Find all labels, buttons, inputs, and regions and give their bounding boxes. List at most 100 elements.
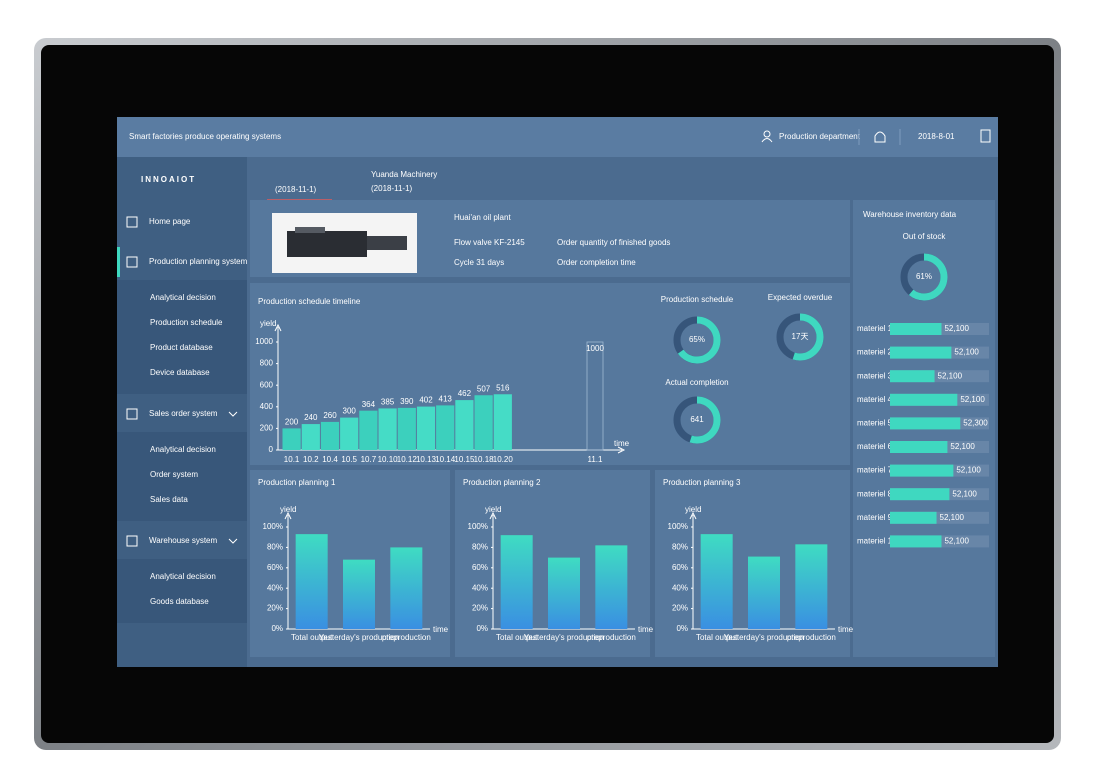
y-tick-label: 40% <box>672 583 688 592</box>
x-tick-label: 10.13 <box>416 455 437 464</box>
submenu-item[interactable]: Analytical decision <box>150 293 216 302</box>
gauge-ring <box>776 313 824 361</box>
bar <box>390 547 423 629</box>
menu-item[interactable]: Warehouse system <box>149 536 218 545</box>
data-label: 200 <box>285 418 299 427</box>
item-amount: 52,100 <box>954 348 979 357</box>
item-name: materiel 6 <box>857 442 893 451</box>
x-tick-label: Total output <box>291 633 333 642</box>
product-shape <box>295 227 325 233</box>
data-label: 300 <box>343 407 357 416</box>
axis-label: time <box>838 625 854 634</box>
y-tick-label: 60% <box>267 563 283 572</box>
bar <box>295 534 328 629</box>
bell-icon[interactable] <box>874 131 886 143</box>
bar <box>890 441 948 453</box>
logout-icon[interactable] <box>980 129 991 143</box>
gauge-value: 17天 <box>792 332 809 341</box>
axis-arrow <box>689 511 697 520</box>
item-amount: 52,100 <box>938 371 963 380</box>
y-tick-label: 100% <box>263 522 283 531</box>
axis-arrow <box>274 323 282 332</box>
gauge-value: 65% <box>689 335 705 344</box>
x-tick-label: preproduction <box>587 633 636 642</box>
bar <box>795 544 828 629</box>
submenu-item[interactable]: Device database <box>150 368 210 377</box>
logo: INNOAIOT <box>141 175 196 184</box>
submenu-item[interactable]: Goods database <box>150 597 209 606</box>
x-tick-label: preproduction <box>787 633 836 642</box>
submenu-item[interactable]: Analytical decision <box>150 572 216 581</box>
x-tick-label: Yesterday's production <box>724 633 804 642</box>
submenu-item[interactable]: Sales data <box>150 495 188 504</box>
item-amount: 52,100 <box>956 466 981 475</box>
item-name: materiel 9 <box>857 513 893 522</box>
product-shape <box>287 231 367 257</box>
bar <box>397 407 416 450</box>
axis-label: yield <box>280 505 296 514</box>
bar <box>890 417 961 430</box>
item-amount: 52,300 <box>963 419 988 428</box>
bar <box>700 534 733 629</box>
bar <box>890 488 950 501</box>
screen: Smart factories produce operating system… <box>117 117 998 667</box>
bar <box>378 408 397 450</box>
bar <box>500 535 533 629</box>
y-tick-label: 0% <box>476 624 488 633</box>
tab[interactable]: (2018-11-1) <box>371 184 413 193</box>
axis-arrow <box>284 511 292 520</box>
axis-label: yield <box>685 505 701 514</box>
item-name: materiel 1 <box>857 324 893 333</box>
gauge-value: 641 <box>690 415 704 424</box>
chart-title: Production schedule timeline <box>258 297 361 306</box>
y-tick-label: 400 <box>260 402 274 411</box>
x-tick-label: 10.10 <box>378 455 399 464</box>
y-tick-label: 100% <box>668 522 688 531</box>
y-tick-label: 1000 <box>255 337 273 346</box>
y-tick-label: 20% <box>267 604 283 613</box>
x-tick-label: 10.5 <box>341 455 357 464</box>
menu-item[interactable]: Production planning system <box>149 257 248 266</box>
data-label: 462 <box>458 389 472 398</box>
x-tick-label: 10.4 <box>322 455 338 464</box>
bar <box>595 545 628 629</box>
data-label: 390 <box>400 397 414 406</box>
y-tick-label: 600 <box>260 380 274 389</box>
tab[interactable]: (2018-11-1) <box>275 185 317 194</box>
submenu-item[interactable]: Order system <box>150 470 198 479</box>
menu-item[interactable]: Sales order system <box>149 409 218 418</box>
submenu-item[interactable]: Product database <box>150 343 213 352</box>
submenu-item[interactable]: Production schedule <box>150 318 223 327</box>
x-tick-label: 10.1 <box>284 455 300 464</box>
y-tick-label: 80% <box>472 543 488 552</box>
item-name: materiel 2 <box>857 348 893 357</box>
x-tick-label: 10.12 <box>397 455 418 464</box>
submenu-bg <box>117 280 247 394</box>
bar <box>359 410 378 450</box>
bar <box>890 370 935 383</box>
data-label: 364 <box>362 400 376 409</box>
submenu-item[interactable]: Analytical decision <box>150 445 216 454</box>
y-tick-label: 40% <box>472 583 488 592</box>
item-name: materiel 7 <box>857 466 893 475</box>
chart-title: Production planning 3 <box>663 478 741 487</box>
data-label: 507 <box>477 384 491 393</box>
y-tick-label: 100% <box>468 522 488 531</box>
x-tick-label: 11.1 <box>588 455 604 464</box>
bar <box>474 395 493 450</box>
x-tick-label: Yesterday's production <box>524 633 604 642</box>
bar <box>548 557 580 629</box>
axis-label: time <box>433 625 449 634</box>
axis-arrow <box>617 446 626 454</box>
gauge-arc <box>900 253 948 301</box>
bar <box>416 406 436 450</box>
menu-item[interactable]: Home page <box>149 217 191 226</box>
chart-title: Production planning 1 <box>258 478 336 487</box>
axis-arrow <box>489 511 497 520</box>
x-tick-label: 10.14 <box>435 455 456 464</box>
menu-active-marker <box>117 247 120 277</box>
menu-icon <box>126 256 138 268</box>
product-text: Huai'an oil plant <box>454 213 511 222</box>
